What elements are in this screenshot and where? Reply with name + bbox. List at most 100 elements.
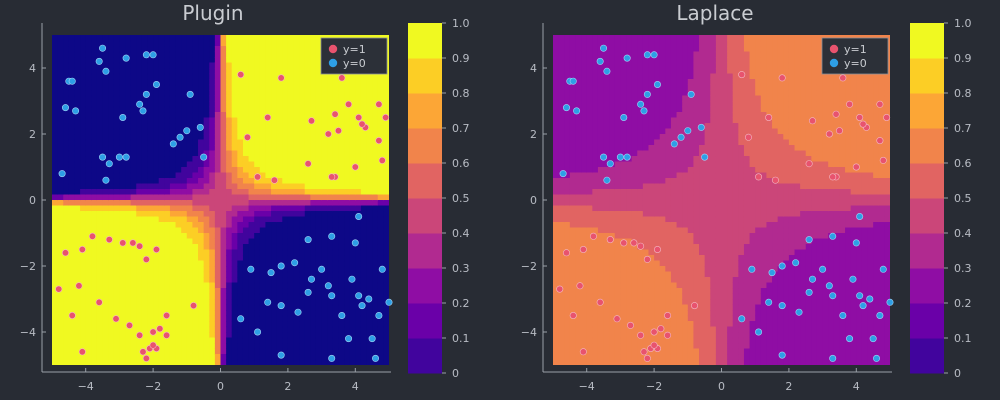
contour-cell [175,40,182,47]
contour-cell [231,73,238,80]
point-y1 [375,137,383,145]
contour-cell [276,233,283,240]
contour-cell [276,326,283,333]
contour-cell [355,249,362,256]
contour-cell [569,255,577,262]
contour-cell [338,348,345,355]
contour-cell [293,233,300,240]
contour-cell [276,249,283,256]
contour-cell [310,172,317,179]
contour-cell [91,40,98,47]
contour-cell [248,233,255,240]
contour-cell [175,348,182,355]
contour-cell [102,57,109,64]
contour-cell [603,172,610,179]
contour-cell [377,183,384,190]
contour-cell [96,139,104,146]
contour-cell [586,293,593,300]
contour-cell [259,46,267,53]
contour-cell [332,227,340,234]
contour-cell [102,156,109,163]
contour-cell [603,326,610,333]
contour-cell [74,233,81,240]
contour-cell [57,304,64,311]
point-y1 [163,311,171,319]
contour-cell [569,90,577,97]
point-y1 [190,302,198,310]
contour-cell [304,244,311,251]
contour-cell [237,343,244,350]
contour-cell [626,150,633,157]
contour-cell [96,238,104,245]
contour-cell [209,68,216,75]
contour-cell [113,40,120,47]
contour-cell [198,62,205,69]
contour-cell [659,35,666,42]
contour-cell [282,244,289,251]
contour-cell [377,227,384,234]
contour-cell [293,117,300,124]
contour-cell [181,238,188,245]
contour-cell [603,277,610,284]
contour-cell [372,178,379,185]
contour-cell [659,359,666,365]
contour-cell [181,95,188,102]
contour-cell [192,123,199,130]
contour-cell [85,227,92,234]
contour-cell [349,326,356,333]
contour-cell [147,68,154,75]
contour-cell [158,321,165,328]
contour-cell [181,211,188,218]
contour-cell [158,288,165,295]
point-y1 [237,71,245,79]
contour-cell [564,40,571,47]
contour-cell [349,194,356,201]
contour-cell [271,260,278,267]
contour-cell [80,123,87,130]
contour-cell [344,183,351,190]
contour-cell [63,277,70,284]
contour-cell [237,189,244,196]
contour-cell [293,194,300,201]
colorbar-tick-label: 0.1 [452,332,470,345]
contour-cell [57,90,64,97]
contour-cell [569,200,577,207]
contour-cell [310,205,317,212]
contour-cell [355,244,362,251]
contour-cell [321,233,328,240]
contour-cell [310,255,317,262]
contour-cell [377,293,384,300]
contour-cell [581,354,588,361]
contour-cell [355,189,362,196]
contour-cell [136,73,143,80]
contour-cell [654,238,661,245]
contour-cell [349,310,356,317]
contour-cell [147,255,154,262]
contour-cell [569,84,577,91]
contour-cell [564,293,571,300]
contour-cell [175,150,182,157]
contour-cell [304,326,311,333]
contour-cell [91,293,98,300]
contour-cell [575,57,582,64]
point-y1 [264,114,272,122]
contour-cell [96,266,104,273]
contour-cell [181,271,188,278]
contour-cell [659,134,666,141]
contour-cell [119,194,126,201]
contour-cell [85,95,92,102]
contour-cell [603,255,610,262]
contour-cell [63,282,70,289]
contour-cell [327,359,334,365]
contour-cell [147,84,154,91]
contour-cell [586,106,593,113]
contour-cell [592,57,599,64]
contour-cell [63,255,70,262]
contour-cell [91,167,98,174]
point-y1 [328,173,336,181]
contour-cell [620,260,627,267]
contour-cell [248,90,255,97]
contour-cell [360,200,368,207]
contour-cell [136,205,143,212]
contour-cell [141,227,149,234]
